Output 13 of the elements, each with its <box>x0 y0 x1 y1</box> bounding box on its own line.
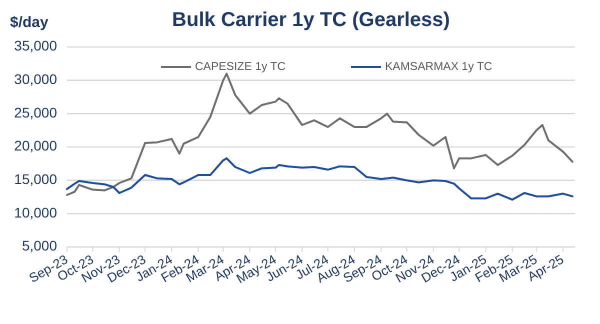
legend-label: CAPESIZE 1y TC <box>195 61 286 74</box>
y-tick-label: 20,000 <box>14 138 58 154</box>
y-tick-label: 35,000 <box>14 38 58 54</box>
line-series <box>66 157 574 201</box>
y-tick-label: 15,000 <box>14 171 58 188</box>
legend-label: KAMSARMAX 1y TC <box>385 61 492 74</box>
line-series <box>66 72 574 196</box>
y-tick-label: 5,000 <box>22 238 58 254</box>
y-tick-label: 30,000 <box>14 71 58 88</box>
y-axis-title: $/day <box>10 14 50 31</box>
chart-title: Bulk Carrier 1y TC (Gearless) <box>172 9 450 31</box>
y-tick-label: 10,000 <box>14 204 58 220</box>
y-tick-label: 25,000 <box>14 104 58 120</box>
